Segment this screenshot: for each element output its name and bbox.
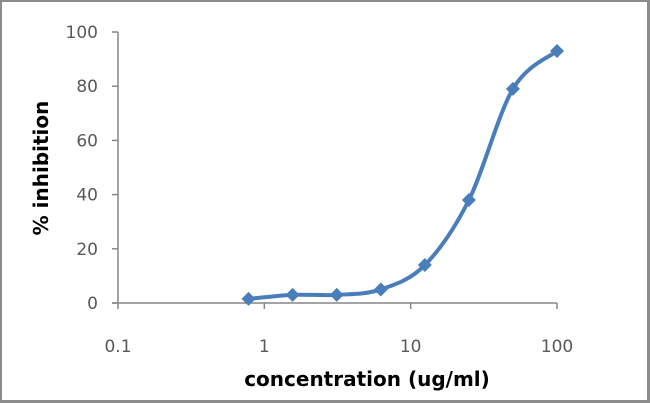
data-point-diamond <box>417 258 432 273</box>
series-line <box>246 48 559 301</box>
y-tick-label: 60 <box>76 131 98 151</box>
data-point-diamond <box>241 291 256 306</box>
x-tick-label: 10 <box>400 337 422 357</box>
y-tick-label: 0 <box>87 294 98 314</box>
data-point-diamond <box>329 287 344 302</box>
data-point-diamond <box>373 282 388 297</box>
y-tick-label: 80 <box>76 77 98 97</box>
y-axis: 0 20 40 60 80 100 <box>66 23 119 314</box>
y-tick-label: 100 <box>66 23 98 43</box>
x-tick-label: 100 <box>541 337 573 357</box>
data-point-diamond <box>285 287 300 302</box>
y-tick-label: 20 <box>76 240 98 260</box>
x-tick-label: 0.1 <box>104 337 131 357</box>
data-point-diamond <box>461 193 476 208</box>
data-point-diamond <box>505 81 520 96</box>
data-point-diamond <box>550 43 564 58</box>
y-axis-title: % inhibition <box>29 101 53 236</box>
x-axis: 0.1 1 10 100 <box>104 302 573 357</box>
x-axis-title: concentration (ug/ml) <box>244 367 490 391</box>
x-tick-label: 1 <box>259 337 270 357</box>
y-tick-label: 40 <box>76 186 98 206</box>
series-inhibition <box>241 43 564 306</box>
